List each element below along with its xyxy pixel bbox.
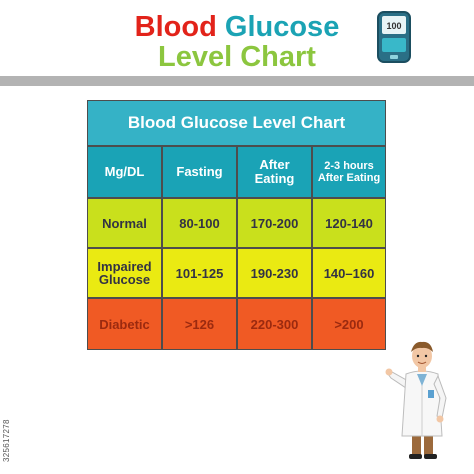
cell-impaired-2-3-hours: 140–160	[313, 249, 385, 297]
cell-diabetic-2-3-hours: >200	[313, 299, 385, 349]
divider-bar	[0, 76, 474, 86]
glucose-meter-icon: 100	[377, 11, 411, 63]
column-header-2-3-hours: 2-3 hours After Eating	[313, 147, 385, 197]
row-label-impaired: Impaired Glucose	[88, 249, 161, 297]
cell-normal-2-3-hours: 120-140	[313, 199, 385, 247]
title-word-blood: Blood	[134, 11, 217, 43]
row-label-diabetic: Diabetic	[88, 299, 161, 349]
page-title-line2: Level Chart	[158, 41, 316, 73]
cell-normal-fasting: 80-100	[163, 199, 236, 247]
column-header-mgdl: Mg/DL	[88, 147, 161, 197]
doctor-pointing-icon	[385, 341, 447, 459]
stock-id: 325617278	[2, 362, 16, 462]
cell-normal-after-eating: 170-200	[238, 199, 311, 247]
stock-id-text: 325617278	[2, 419, 11, 462]
cell-impaired-fasting: 101-125	[163, 249, 236, 297]
glucose-table: Blood Glucose Level Chart Mg/DL Fasting …	[87, 100, 386, 350]
table-title: Blood Glucose Level Chart	[88, 101, 385, 145]
title-word-glucose: Glucose	[224, 11, 340, 43]
row-label-normal: Normal	[88, 199, 161, 247]
column-header-fasting: Fasting	[163, 147, 236, 197]
column-header-after-eating: After Eating	[238, 147, 311, 197]
cell-impaired-after-eating: 190-230	[238, 249, 311, 297]
meter-reading: 100	[386, 21, 401, 31]
cell-diabetic-after-eating: 220-300	[238, 299, 311, 349]
cell-diabetic-fasting: >126	[163, 299, 236, 349]
page-title-line1: Blood Glucose	[0, 12, 474, 42]
